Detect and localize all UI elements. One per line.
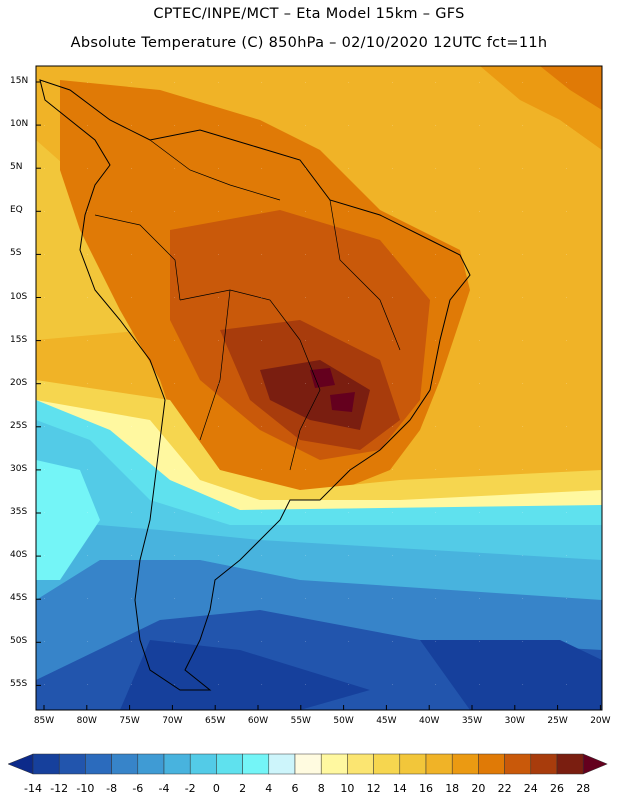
colorbar-label: 26 — [550, 782, 564, 795]
lon-label: 65W — [205, 716, 226, 726]
grid-dots — [36, 66, 602, 710]
lon-label: 40W — [419, 716, 440, 726]
colorbar-swatch — [189, 753, 217, 775]
map-frame — [35, 65, 603, 711]
colorbar-label: 22 — [497, 782, 512, 795]
colorbar-label: 2 — [239, 782, 247, 795]
colorbar-swatch — [111, 753, 139, 775]
lon-label: 60W — [247, 716, 269, 726]
lon-label: 30W — [504, 716, 525, 726]
chart-subtitle: Absolute Temperature (C) 850hPa – 02/10/… — [70, 35, 548, 51]
colorbar-label: 6 — [291, 782, 299, 795]
colorbar-label: 14 — [392, 782, 407, 795]
colorbar-swatch — [556, 753, 584, 775]
lat-label: 10S — [10, 291, 28, 302]
colorbar-label: 10 — [340, 782, 355, 795]
chart-title: CPTEC/INPE/MCT – Eta Model 15km – GFS — [153, 6, 465, 22]
colorbar-swatch — [504, 753, 532, 775]
colorbar-swatch — [32, 753, 60, 775]
colorbar-swatch — [347, 753, 374, 775]
colorbar-label: 8 — [317, 782, 325, 795]
colorbar-swatch — [216, 753, 243, 775]
colorbar-swatch — [451, 753, 479, 775]
lat-label: 15N — [10, 76, 29, 86]
colorbar-label: -4 — [158, 782, 170, 795]
colorbar-label: -14 — [24, 782, 42, 795]
colorbar-swatch — [425, 753, 453, 775]
lat-label: 40S — [10, 550, 28, 561]
temperature-map — [35, 65, 603, 711]
colorbar-label: 16 — [419, 782, 433, 795]
lat-label: 15S — [10, 334, 28, 345]
lat-label: 20S — [10, 377, 28, 388]
colorbar-arrow-left — [7, 753, 34, 775]
lat-label: 10N — [10, 119, 29, 130]
axis-ticks — [36, 81, 601, 710]
lon-label: 35W — [461, 716, 483, 726]
colorbar-swatch — [478, 753, 505, 775]
colorbar-swatch — [530, 753, 558, 775]
colorbar-label: -8 — [106, 782, 118, 795]
colorbar-label: 12 — [366, 782, 381, 795]
colorbar-swatch — [294, 753, 322, 775]
colorbar-swatch — [58, 753, 86, 775]
lon-label: 25W — [547, 716, 568, 726]
colorbar-label: -6 — [132, 782, 144, 795]
colorbar-arrow-right — [582, 753, 608, 775]
lon-label: 80W — [76, 716, 97, 726]
colorbar-label: -2 — [184, 782, 196, 795]
lon-label: 75W — [119, 716, 140, 726]
colorbar-label: -10 — [76, 782, 95, 795]
lon-label: 20W — [590, 716, 611, 726]
lon-label: 70W — [162, 716, 183, 726]
colorbar-label: -12 — [50, 782, 69, 795]
colorbar-label: 18 — [445, 782, 460, 795]
colorbar-label: 4 — [265, 782, 273, 795]
colorbar-swatch — [85, 753, 112, 775]
lat-label: 55S — [10, 679, 28, 690]
colorbar-label: 20 — [471, 782, 486, 795]
lat-label: 45S — [10, 593, 28, 604]
lon-label: 85W — [33, 716, 55, 726]
colorbar-swatch — [137, 753, 165, 775]
colorbar-swatch — [399, 753, 427, 775]
colorbar-label: 24 — [523, 782, 538, 795]
lat-label: EQ — [10, 205, 23, 216]
colorbar-swatch — [242, 753, 270, 775]
colorbar-label: 28 — [576, 782, 591, 795]
lat-label: 25S — [10, 420, 28, 431]
lat-label: 30S — [10, 463, 28, 474]
lat-label: 35S — [10, 507, 28, 517]
colorbar-swatch — [268, 753, 296, 775]
lat-label: 50S — [10, 636, 28, 647]
lon-label: 45W — [376, 716, 397, 726]
lon-label: 55W — [290, 716, 311, 726]
colorbar-swatch — [320, 753, 348, 775]
lat-label: 5S — [10, 248, 22, 259]
colorbar-swatch — [373, 753, 401, 775]
colorbar-label: 0 — [212, 782, 220, 795]
lat-label: 5N — [10, 162, 23, 173]
colorbar-swatch — [163, 753, 191, 775]
lon-label: 50W — [333, 716, 354, 726]
colorbar — [7, 753, 608, 775]
